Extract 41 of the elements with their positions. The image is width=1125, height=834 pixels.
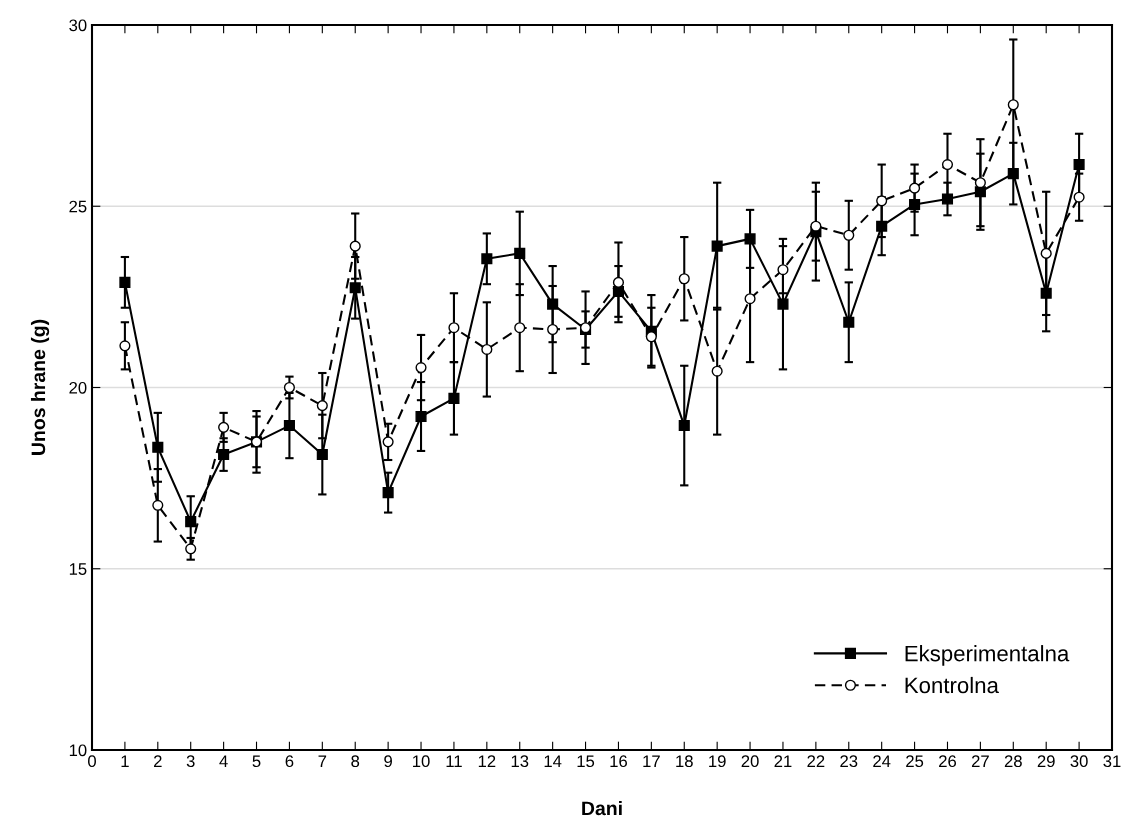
x-tick-label: 19 xyxy=(709,755,726,768)
y-tick-label: 15 xyxy=(69,563,87,575)
x-tick-label: 13 xyxy=(511,755,529,768)
x-tick-label: 24 xyxy=(873,755,891,767)
x-tick-label: 12 xyxy=(478,755,496,767)
x-tick-label: 5 xyxy=(252,755,261,768)
x-tick-label: 3 xyxy=(186,755,195,768)
x-tick-label: 28 xyxy=(1004,755,1022,768)
x-tick-label: 11 xyxy=(446,755,462,767)
x-tick-label: 23 xyxy=(840,755,858,768)
x-tick-label: 8 xyxy=(351,755,360,768)
x-tick-label: 18 xyxy=(676,755,693,768)
x-tick-label: 15 xyxy=(577,755,595,768)
legend-label: Kontrolna xyxy=(905,676,999,694)
y-tick-label: 25 xyxy=(69,200,87,213)
x-tick-label: 25 xyxy=(906,755,924,768)
x-tick-label: 10 xyxy=(413,755,430,768)
x-tick-label: 4 xyxy=(219,755,228,767)
x-tick-label: 6 xyxy=(285,755,294,768)
x-axis-title: Dani xyxy=(582,800,622,816)
x-tick-label: 0 xyxy=(88,755,96,768)
x-tick-label: 1 xyxy=(121,755,129,767)
x-tick-label: 22 xyxy=(807,755,825,767)
x-tick-label: 27 xyxy=(971,755,989,767)
y-axis-title: Unos hrane (g) xyxy=(30,319,50,455)
x-tick-label: 7 xyxy=(318,755,327,767)
x-tick-label: 21 xyxy=(774,755,792,767)
x-tick-label: 17 xyxy=(643,755,660,767)
x-tick-label: 20 xyxy=(741,755,759,768)
x-tick-label: 26 xyxy=(939,755,957,768)
x-tick-label: 9 xyxy=(384,755,392,768)
x-tick-label: 29 xyxy=(1037,755,1055,768)
x-tick-label: 30 xyxy=(1070,755,1088,768)
x-tick-label: 14 xyxy=(544,755,562,767)
y-tick-label: 10 xyxy=(69,744,87,757)
y-tick-label: 30 xyxy=(69,19,87,32)
x-tick-label: 2 xyxy=(154,755,162,767)
y-tick-label: 20 xyxy=(69,381,87,394)
x-tick-label: 31 xyxy=(1103,755,1121,768)
x-tick-label: 16 xyxy=(610,755,627,768)
legend-label: Eksperimentalna xyxy=(905,645,1070,666)
